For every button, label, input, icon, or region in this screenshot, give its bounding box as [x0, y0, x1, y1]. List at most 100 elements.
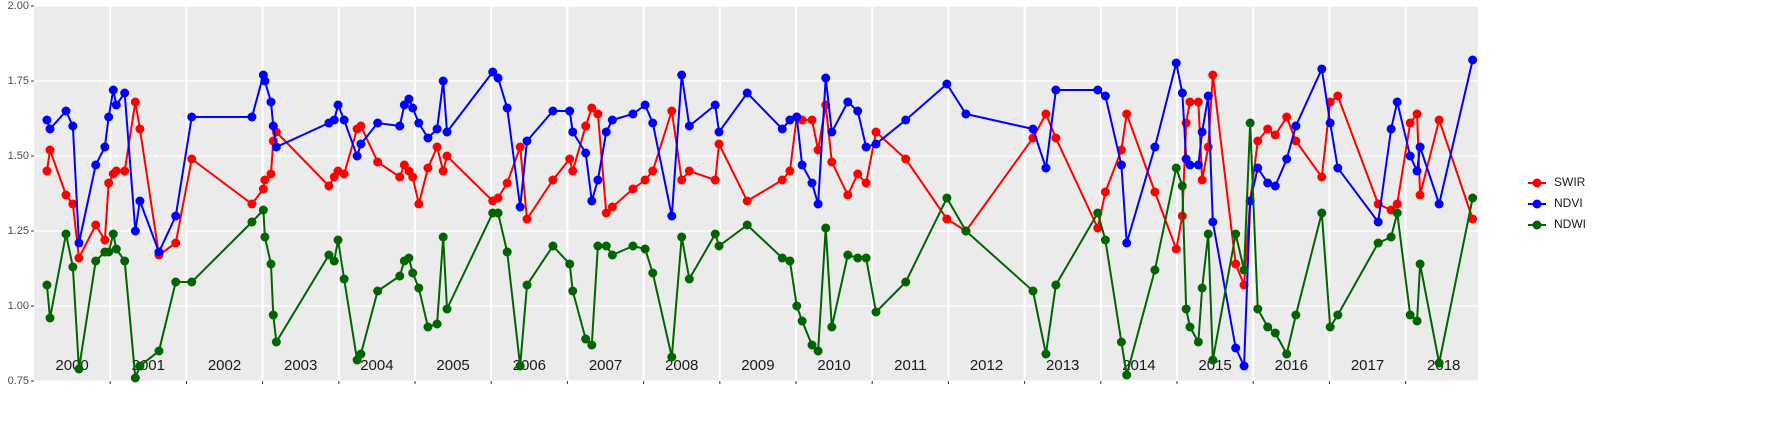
data-point — [813, 346, 823, 356]
data-point — [61, 190, 71, 200]
data-point — [438, 232, 448, 242]
data-point — [1093, 85, 1103, 95]
data-point — [1051, 133, 1061, 143]
data-point — [1093, 223, 1103, 233]
legend-key-point — [1532, 178, 1542, 188]
data-point — [843, 250, 853, 260]
data-point — [1392, 199, 1402, 209]
data-point — [395, 121, 405, 131]
data-point — [515, 202, 525, 212]
data-point — [1253, 163, 1263, 173]
legend-key-point — [1532, 199, 1542, 209]
y-tick-label: 0.75 — [8, 375, 29, 387]
data-point — [171, 277, 181, 287]
data-point — [1282, 112, 1292, 122]
data-point — [1263, 322, 1273, 332]
data-point — [42, 166, 52, 176]
data-point — [548, 241, 558, 251]
data-point — [581, 334, 591, 344]
data-point — [258, 184, 268, 194]
data-point — [1253, 304, 1263, 314]
data-point — [1122, 238, 1132, 248]
data-point — [1028, 286, 1038, 296]
data-point — [1468, 214, 1478, 224]
data-point — [742, 220, 752, 230]
data-point — [667, 352, 677, 362]
data-point — [548, 106, 558, 116]
data-point — [684, 274, 694, 284]
data-point — [522, 214, 532, 224]
data-point — [268, 310, 278, 320]
data-point — [785, 115, 795, 125]
data-point — [1208, 217, 1218, 227]
data-point — [104, 112, 114, 122]
data-point — [68, 199, 78, 209]
data-point — [843, 97, 853, 107]
data-point — [640, 175, 650, 185]
data-point — [171, 238, 181, 248]
data-point — [1041, 349, 1051, 359]
y-tick-label: 1.50 — [8, 150, 29, 162]
data-point — [853, 106, 863, 116]
data-point — [667, 211, 677, 221]
data-point — [1415, 259, 1425, 269]
data-point — [187, 277, 197, 287]
data-point — [423, 322, 433, 332]
data-point — [187, 112, 197, 122]
data-point — [1317, 64, 1327, 74]
data-point — [438, 76, 448, 86]
data-point — [260, 175, 270, 185]
data-point — [130, 226, 140, 236]
data-point — [1434, 115, 1444, 125]
data-point — [861, 253, 871, 263]
data-point — [581, 121, 591, 131]
data-point — [607, 250, 617, 260]
data-point — [853, 253, 863, 263]
data-point — [356, 349, 366, 359]
data-point — [266, 169, 276, 179]
data-point — [607, 115, 617, 125]
data-point — [581, 148, 591, 158]
data-point — [1193, 337, 1203, 347]
data-point — [1405, 310, 1415, 320]
data-point — [901, 154, 911, 164]
data-point — [1100, 187, 1110, 197]
data-point — [853, 169, 863, 179]
data-point — [423, 163, 433, 173]
data-point — [601, 241, 611, 251]
y-tick-label: 1.25 — [8, 225, 29, 237]
data-point — [777, 124, 787, 134]
data-point — [42, 280, 52, 290]
data-point — [339, 115, 349, 125]
data-point — [593, 241, 603, 251]
data-point — [1231, 229, 1241, 239]
data-point — [777, 253, 787, 263]
data-point — [493, 193, 503, 203]
data-point — [438, 166, 448, 176]
data-point — [1193, 160, 1203, 170]
data-point — [91, 160, 101, 170]
data-point — [640, 244, 650, 254]
data-point — [942, 193, 952, 203]
data-point — [1468, 55, 1478, 65]
data-point — [1412, 109, 1422, 119]
data-point — [1185, 160, 1195, 170]
data-point — [493, 73, 503, 83]
data-point — [247, 112, 257, 122]
data-point — [515, 361, 525, 371]
data-point — [247, 199, 257, 209]
data-point — [515, 142, 525, 152]
year-label: 2000 — [55, 357, 88, 374]
data-point — [628, 184, 638, 194]
data-point — [502, 247, 512, 257]
data-point — [339, 274, 349, 284]
data-point — [871, 127, 881, 137]
data-point — [271, 142, 281, 152]
data-point — [1270, 328, 1280, 338]
data-point — [821, 223, 831, 233]
data-point — [813, 199, 823, 209]
data-point — [135, 361, 145, 371]
data-point — [61, 229, 71, 239]
data-point — [1231, 259, 1241, 269]
data-point — [677, 70, 687, 80]
